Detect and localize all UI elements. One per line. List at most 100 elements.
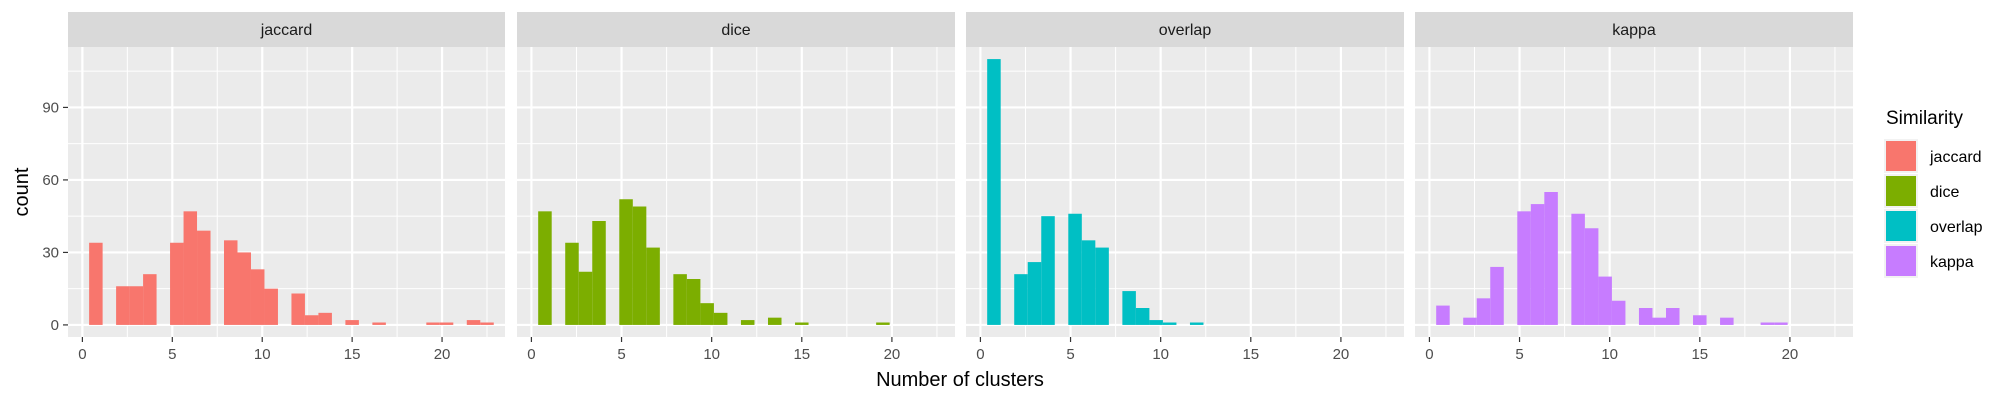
x-axis: 0 5 10 15 20 [976, 337, 1349, 363]
x-tick-label: 20 [884, 346, 901, 363]
facet-panel-kappa: kappa 0 5 10 15 20 [1415, 12, 1853, 363]
histogram-bars [89, 211, 494, 325]
x-tick-label: 20 [1333, 346, 1350, 363]
histogram-bar [538, 211, 552, 325]
histogram-bar [304, 315, 319, 325]
x-tick-label: 5 [617, 346, 625, 363]
legend-item-jaccard: jaccard [1884, 139, 1982, 173]
histogram-bar [700, 303, 714, 325]
histogram-bar [565, 242, 579, 325]
histogram-bar [1530, 204, 1545, 325]
histogram-bar [686, 279, 701, 325]
histogram-bar [466, 320, 481, 325]
legend-key-swatch [1886, 141, 1916, 171]
histogram-bar [264, 288, 278, 325]
facet-panel-jaccard: jaccard 0 5 10 15 20 0 30 60 90 [42, 12, 505, 363]
histogram-bar [1162, 322, 1177, 325]
histogram-bar [372, 322, 386, 325]
histogram-bar [1774, 322, 1788, 325]
x-tick-label: 10 [703, 346, 720, 363]
x-tick-label: 15 [1242, 346, 1259, 363]
histogram-bar [183, 211, 198, 325]
legend-label: kappa [1930, 254, 1974, 271]
legend-title: Similarity [1886, 108, 1964, 129]
legend-label: jaccard [1929, 149, 1982, 166]
x-tick-label: 5 [1066, 346, 1074, 363]
facet-strip-label: jaccard [260, 22, 313, 39]
y-tick-label: 90 [42, 99, 59, 116]
x-axis: 0 5 10 15 20 [527, 337, 900, 363]
histogram-bar [646, 247, 660, 325]
histogram-bar [1436, 305, 1450, 325]
histogram-bars [987, 59, 1204, 325]
histogram-bar [632, 206, 647, 325]
histogram-bar [1027, 262, 1042, 325]
x-tick-label: 5 [1515, 346, 1523, 363]
facet-strip [1415, 12, 1853, 47]
x-tick-label: 10 [1152, 346, 1169, 363]
histogram-bar [1638, 308, 1653, 325]
y-tick-label: 0 [51, 317, 59, 334]
histogram-bar [1122, 291, 1136, 325]
facet-strip [517, 12, 955, 47]
x-tick-label: 0 [1425, 346, 1433, 363]
histogram-bar [1760, 322, 1775, 325]
x-tick-label: 20 [1782, 346, 1799, 363]
histogram-bar [345, 320, 359, 325]
histogram-bar [795, 322, 809, 325]
histogram-bar [1720, 317, 1734, 325]
histogram-bar [170, 242, 184, 325]
histogram-bar [1652, 317, 1666, 325]
x-tick-label: 0 [78, 346, 86, 363]
histogram-bar [1693, 315, 1707, 325]
legend-item-dice: dice [1884, 174, 1959, 208]
y-tick-label: 60 [42, 172, 59, 189]
x-tick-label: 15 [1691, 346, 1708, 363]
histogram-bar [1544, 192, 1558, 325]
histogram-bar [129, 286, 144, 325]
histogram-bar [116, 286, 130, 325]
facet-strip-label: overlap [1159, 22, 1212, 39]
histogram-bar [713, 312, 728, 325]
x-tick-label: 5 [168, 346, 176, 363]
histogram-bar [592, 221, 606, 325]
facet-strip [966, 12, 1404, 47]
histogram-bar [426, 322, 440, 325]
facet-strip [68, 12, 505, 47]
panel-background [1415, 47, 1853, 337]
y-axis-title: count [11, 167, 33, 216]
histogram-bar [673, 274, 687, 325]
histogram-bar [143, 274, 157, 325]
facet-panel-dice: dice 0 5 10 15 20 [517, 12, 955, 363]
legend: Similarity jaccard dice overlap kappa [1884, 108, 1983, 278]
histogram-bar [1665, 308, 1680, 325]
legend-item-overlap: overlap [1884, 209, 1983, 243]
histogram-bar [1149, 320, 1163, 325]
histogram-bar [89, 242, 103, 325]
facet-strip-label: kappa [1612, 22, 1656, 39]
histogram-bar [1189, 322, 1204, 325]
histogram-bar [480, 322, 494, 325]
facet-panel-overlap: overlap 0 5 10 15 20 [966, 12, 1404, 363]
legend-item-kappa: kappa [1884, 244, 1974, 278]
x-axis: 0 5 10 15 20 [78, 337, 450, 363]
histogram-bar [1517, 211, 1531, 325]
x-tick-label: 10 [254, 346, 271, 363]
histogram-bar [1611, 300, 1626, 325]
histogram-bar [876, 322, 890, 325]
histogram-bar [1135, 308, 1150, 325]
histogram-bar [1463, 317, 1477, 325]
histogram-bar [439, 322, 454, 325]
histogram-bar [1490, 266, 1504, 325]
legend-key-swatch [1886, 246, 1916, 276]
legend-label: dice [1930, 184, 1959, 201]
x-tick-label: 20 [434, 346, 451, 363]
y-tick-label: 30 [42, 244, 59, 261]
x-tick-label: 0 [976, 346, 984, 363]
histogram-bar [1598, 276, 1612, 325]
x-tick-label: 0 [527, 346, 535, 363]
histogram-bars [1436, 192, 1788, 325]
histogram-bar [224, 240, 238, 325]
